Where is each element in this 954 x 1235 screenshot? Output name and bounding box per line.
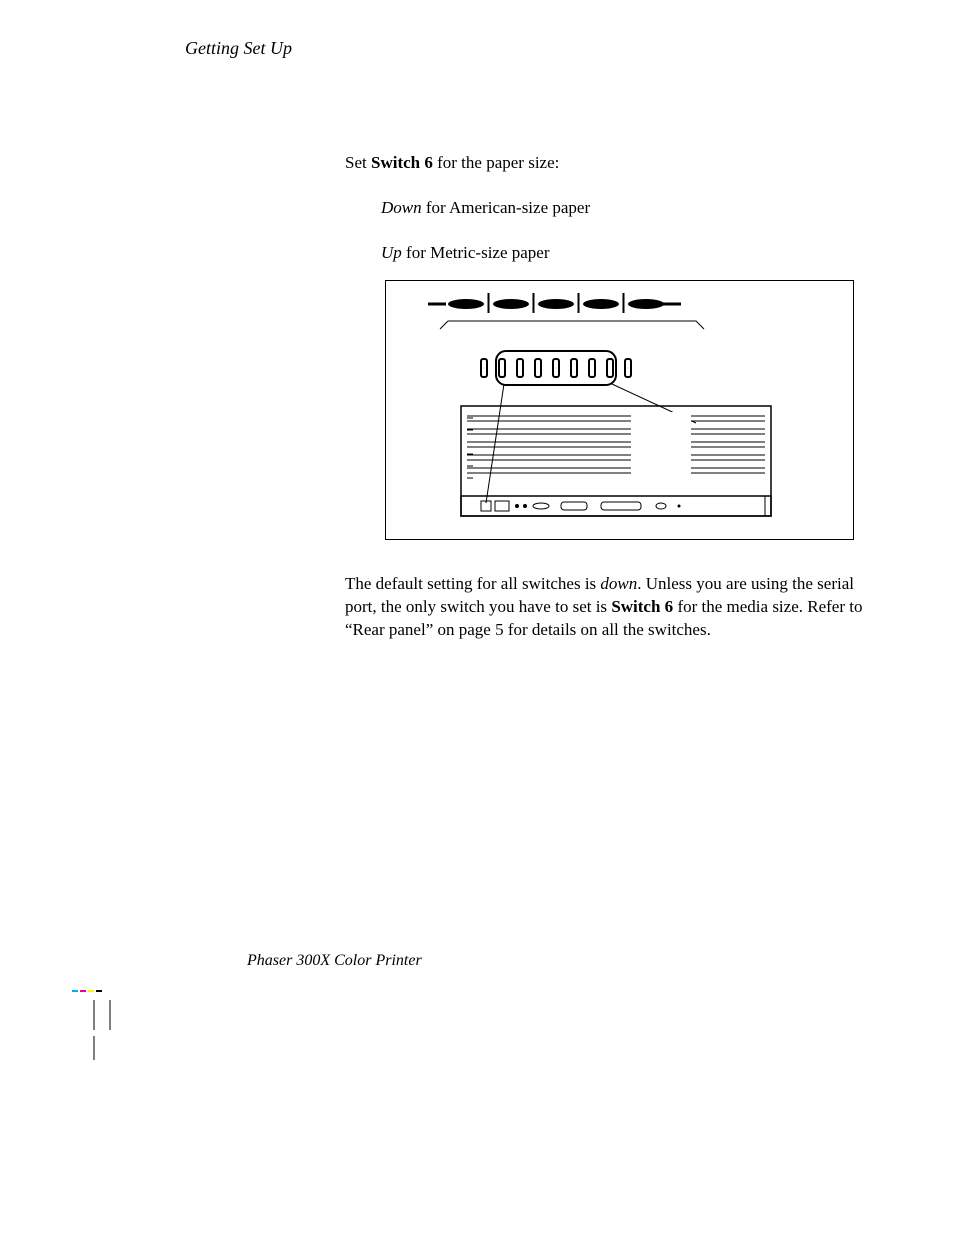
option-1: Down for American-size paper (381, 197, 870, 220)
printer-illustration (386, 281, 853, 539)
lead-pre: Set (345, 153, 371, 172)
option-2: Up for Metric-size paper (381, 242, 870, 265)
registration-mark (70, 990, 120, 1060)
option-1-rest: for American-size paper (422, 198, 591, 217)
option-2-key: Up (381, 243, 402, 262)
footer-text: Phaser 300X Color Printer (247, 952, 422, 970)
after-a: The default setting for all switches is (345, 574, 600, 593)
page: Getting Set Up Set Switch 6 for the pape… (0, 0, 954, 1235)
lead-paragraph: Set Switch 6 for the paper size: (345, 152, 870, 175)
body-column: Set Switch 6 for the paper size: Down fo… (345, 152, 870, 265)
printer-figure (385, 280, 854, 540)
after-ital: down (600, 574, 637, 593)
option-1-key: Down (381, 198, 422, 217)
after-paragraph: The default setting for all switches is … (345, 573, 885, 642)
lead-bold: Switch 6 (371, 153, 433, 172)
registration-mark-svg (70, 990, 120, 1060)
option-2-rest: for Metric-size paper (402, 243, 550, 262)
lead-post: for the paper size: (433, 153, 560, 172)
after-bold: Switch 6 (611, 597, 673, 616)
running-header: Getting Set Up (185, 38, 292, 59)
